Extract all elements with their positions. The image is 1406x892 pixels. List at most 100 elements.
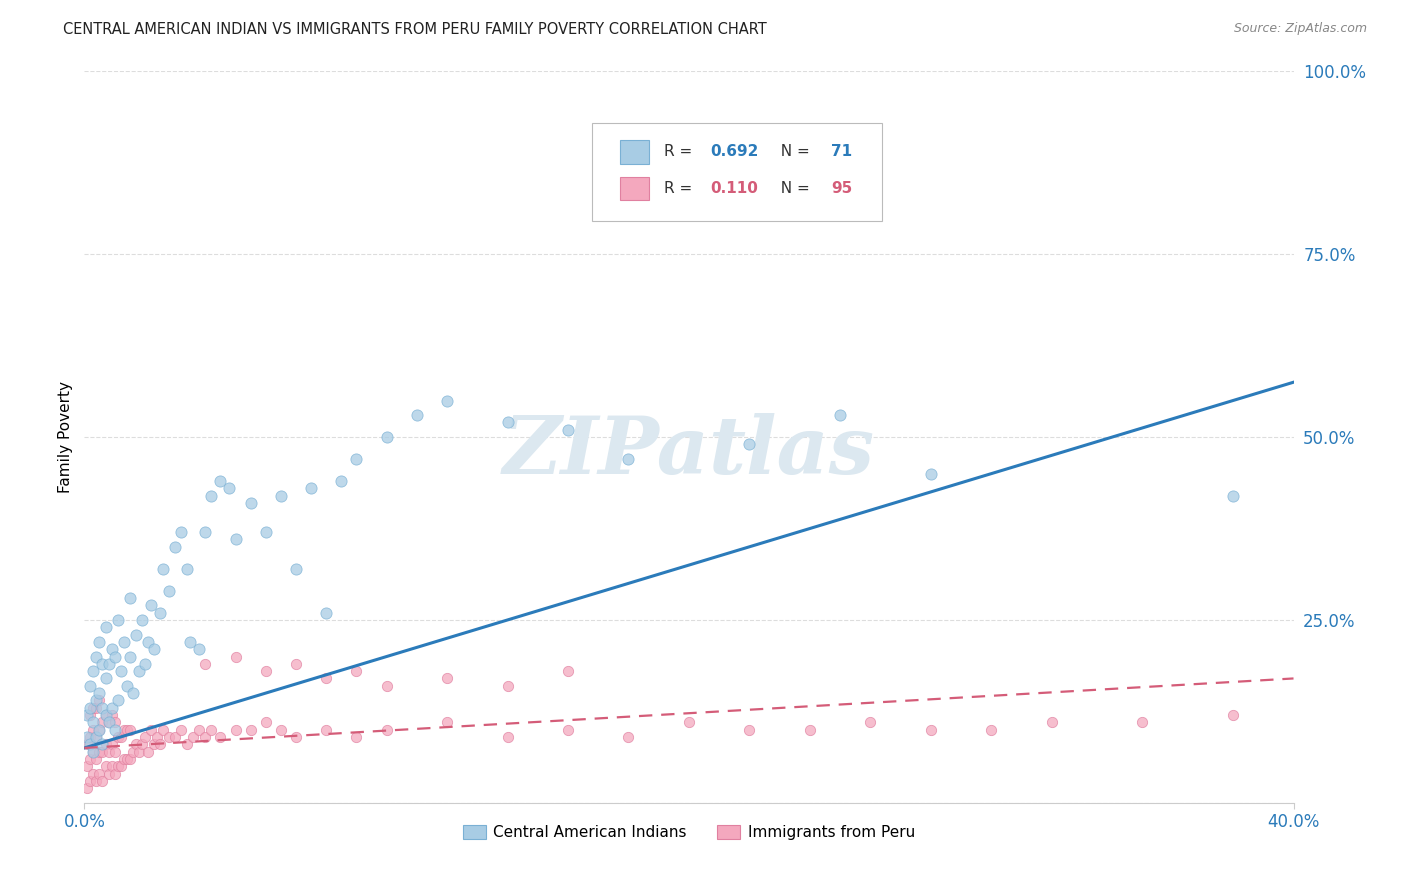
Point <box>94 708 117 723</box>
Point <box>89 723 111 737</box>
Point <box>136 635 159 649</box>
Point <box>139 599 162 613</box>
Point <box>920 723 942 737</box>
Point <box>79 708 101 723</box>
Point <box>299 481 322 495</box>
Point <box>107 759 129 773</box>
Point <box>157 583 180 598</box>
Point <box>76 759 98 773</box>
Point <box>225 723 247 737</box>
Point <box>436 715 458 730</box>
Point <box>79 773 101 788</box>
Point <box>799 723 821 737</box>
Point <box>1130 715 1153 730</box>
Point <box>496 679 519 693</box>
Point <box>104 745 127 759</box>
Point <box>97 766 120 780</box>
Point <box>79 730 101 744</box>
Point <box>617 730 640 744</box>
Point <box>346 664 368 678</box>
Point <box>920 467 942 481</box>
Point <box>315 723 337 737</box>
Point <box>97 745 120 759</box>
Point <box>86 730 108 744</box>
Point <box>128 664 150 678</box>
Point <box>285 562 308 576</box>
Point <box>157 730 180 744</box>
Point <box>617 452 640 467</box>
Point <box>139 723 162 737</box>
Text: ZIPatlas: ZIPatlas <box>503 413 875 491</box>
Text: R =: R = <box>664 181 697 196</box>
Point <box>285 657 308 671</box>
Point <box>738 723 761 737</box>
Point <box>94 708 117 723</box>
Point <box>209 474 232 488</box>
Point <box>134 657 156 671</box>
Point <box>97 657 120 671</box>
Point <box>1222 489 1244 503</box>
Point <box>104 649 127 664</box>
Point <box>94 620 117 634</box>
Point <box>170 723 193 737</box>
Point <box>100 700 122 714</box>
Point <box>104 723 127 737</box>
Point <box>496 416 519 430</box>
Point <box>678 715 700 730</box>
Point <box>165 540 187 554</box>
Point <box>200 489 222 503</box>
Point <box>346 730 368 744</box>
Point <box>496 730 519 744</box>
Point <box>110 759 132 773</box>
Point <box>239 496 262 510</box>
FancyBboxPatch shape <box>620 177 648 200</box>
Point <box>82 745 104 759</box>
Text: 71: 71 <box>831 145 852 160</box>
Point <box>149 737 172 751</box>
Point <box>179 635 201 649</box>
Point <box>557 423 579 437</box>
Point <box>330 474 353 488</box>
Point <box>86 773 108 788</box>
Point <box>146 730 169 744</box>
Point <box>89 745 111 759</box>
Text: N =: N = <box>770 145 814 160</box>
Point <box>254 525 277 540</box>
Point <box>79 737 101 751</box>
Text: N =: N = <box>770 181 814 196</box>
Point <box>82 715 104 730</box>
Text: CENTRAL AMERICAN INDIAN VS IMMIGRANTS FROM PERU FAMILY POVERTY CORRELATION CHART: CENTRAL AMERICAN INDIAN VS IMMIGRANTS FR… <box>63 22 768 37</box>
Point <box>131 613 153 627</box>
Point <box>375 679 398 693</box>
Point <box>270 723 292 737</box>
Point <box>79 679 101 693</box>
Point <box>94 737 117 751</box>
Text: Source: ZipAtlas.com: Source: ZipAtlas.com <box>1233 22 1367 36</box>
Point <box>112 635 135 649</box>
Point <box>980 723 1002 737</box>
Point <box>239 723 262 737</box>
Point <box>107 613 129 627</box>
Point <box>125 737 148 751</box>
Text: R =: R = <box>664 145 697 160</box>
Point <box>112 723 135 737</box>
Point <box>176 562 198 576</box>
Point <box>149 606 172 620</box>
Point <box>152 562 174 576</box>
Point <box>194 525 217 540</box>
Point <box>121 686 143 700</box>
Point <box>254 664 277 678</box>
Text: 0.110: 0.110 <box>710 181 758 196</box>
Point <box>270 489 292 503</box>
Point <box>115 723 138 737</box>
Point <box>110 664 132 678</box>
Point <box>121 745 143 759</box>
Point <box>82 723 104 737</box>
Point <box>375 430 398 444</box>
Point <box>118 591 141 605</box>
Point <box>131 737 153 751</box>
Point <box>218 481 240 495</box>
Point <box>225 649 247 664</box>
Point <box>136 745 159 759</box>
Point <box>557 664 579 678</box>
